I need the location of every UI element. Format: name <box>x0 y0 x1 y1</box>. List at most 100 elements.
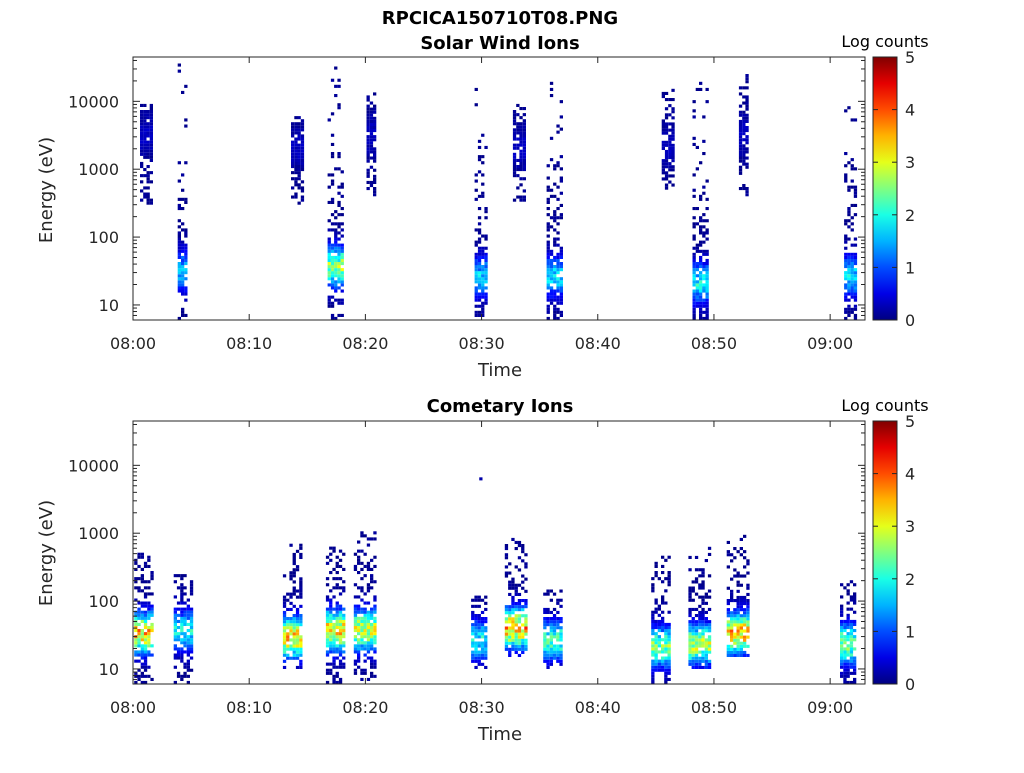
heatmap-cell <box>291 158 295 162</box>
heatmap-cell <box>738 171 743 175</box>
heatmap-cell <box>360 577 364 581</box>
heatmap-cell <box>360 647 364 651</box>
heatmap-cell <box>849 632 854 636</box>
heatmap-cell <box>471 659 475 663</box>
heatmap-cell <box>846 638 850 642</box>
heatmap-cell <box>149 119 153 123</box>
heatmap-cell <box>474 604 478 608</box>
heatmap-cell <box>847 185 851 189</box>
heatmap-cell <box>184 271 188 275</box>
heatmap-cell <box>736 614 740 618</box>
heatmap-cell <box>373 610 377 614</box>
heatmap-cell <box>300 143 305 147</box>
heatmap-cell <box>360 607 364 611</box>
heatmap-cell <box>736 626 740 630</box>
heatmap-cell <box>556 295 560 299</box>
heatmap-cell <box>471 650 475 654</box>
heatmap-cell <box>481 255 485 259</box>
heatmap-cell <box>738 135 743 139</box>
heatmap-cell <box>291 125 295 129</box>
heatmap-cell <box>299 555 303 559</box>
heatmap-cell <box>742 184 746 188</box>
heatmap-cell <box>549 188 554 192</box>
heatmap-cell <box>189 583 194 587</box>
heatmap-cell <box>181 313 185 317</box>
heatmap-cell <box>184 268 188 272</box>
heatmap-cell <box>299 650 303 654</box>
heatmap-cell <box>289 571 293 575</box>
heatmap-cell <box>853 295 858 299</box>
heatmap-cell <box>694 614 699 618</box>
heatmap-cell <box>177 240 181 244</box>
heatmap-cell <box>353 629 358 633</box>
heatmap-cell <box>184 298 188 302</box>
heatmap-cell <box>366 561 371 565</box>
heatmap-cell <box>173 607 177 611</box>
heatmap-cell <box>692 265 696 269</box>
heatmap-cell <box>146 171 150 175</box>
heatmap-cell <box>134 671 138 675</box>
heatmap-cell <box>147 629 151 633</box>
heatmap-cell <box>692 222 696 226</box>
heatmap-cell <box>340 213 344 217</box>
heatmap-cell <box>282 641 287 645</box>
heatmap-cell <box>484 301 488 305</box>
heatmap-cell <box>180 650 184 654</box>
heatmap-cell <box>181 283 185 287</box>
heatmap-cell <box>340 258 344 262</box>
heatmap-cell <box>704 592 708 596</box>
heatmap-cell <box>705 249 709 253</box>
heatmap-cell <box>340 289 344 293</box>
heatmap-cell <box>849 680 854 684</box>
heatmap-cell <box>146 201 150 205</box>
heatmap-cell <box>559 598 563 602</box>
heatmap-cell <box>511 602 515 606</box>
heatmap-cell <box>553 304 557 308</box>
heatmap-cell <box>480 644 485 648</box>
heatmap-cell <box>474 286 478 290</box>
heatmap-cell <box>543 617 547 621</box>
heatmap-cell <box>692 289 696 293</box>
heatmap-cell <box>553 210 557 214</box>
heatmap-cell <box>671 183 675 187</box>
heatmap-cell <box>373 104 377 108</box>
burst-10 <box>738 74 749 197</box>
heatmap-cell <box>654 662 658 666</box>
heatmap-cell <box>549 635 553 639</box>
heatmap-cell <box>369 126 374 130</box>
heatmap-cell <box>519 131 523 135</box>
heatmap-cell <box>517 629 522 633</box>
heatmap-cell <box>366 583 371 587</box>
heatmap-cell <box>694 577 699 581</box>
heatmap-cell <box>134 580 138 584</box>
heatmap-cell <box>726 614 730 618</box>
heatmap-cell <box>291 165 295 169</box>
heatmap-cell <box>661 638 665 642</box>
heatmap-cell <box>743 617 747 621</box>
heatmap-cell <box>543 620 547 624</box>
heatmap-cell <box>692 268 696 272</box>
heatmap-cell <box>692 225 696 229</box>
heatmap-cell <box>330 277 335 281</box>
heatmap-cell <box>514 602 518 606</box>
heatmap-cell <box>477 653 481 657</box>
heatmap-cell <box>847 252 851 256</box>
heatmap-cell <box>177 262 181 266</box>
heatmap-cell <box>745 147 749 151</box>
x-tick-label: 08:00 <box>110 334 156 353</box>
heatmap-cell <box>671 159 675 163</box>
heatmap-cell <box>847 219 851 223</box>
heatmap-cell <box>292 644 296 648</box>
heatmap-cell <box>738 156 743 160</box>
heatmap-cell <box>701 571 705 575</box>
heatmap-cell <box>292 620 296 624</box>
heatmap-cell <box>335 674 339 678</box>
heatmap-cell <box>286 635 290 639</box>
heatmap-cell <box>366 635 371 639</box>
heatmap-cell <box>546 258 550 262</box>
heatmap-cell <box>726 653 730 657</box>
heatmap-cell <box>334 243 338 247</box>
heatmap-cell <box>556 644 560 648</box>
heatmap-cell <box>176 574 181 578</box>
heatmap-cell <box>149 146 153 150</box>
